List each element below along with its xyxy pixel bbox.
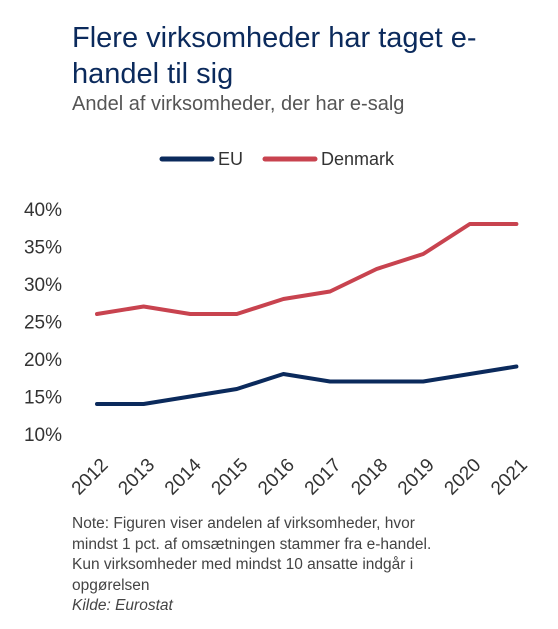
legend-label-denmark: Denmark [321,149,395,169]
y-tick-label: 20% [24,350,62,371]
x-tick-label: 2020 [441,455,486,500]
x-tick-label: 2012 [68,455,113,500]
x-tick-label: 2014 [161,454,206,499]
source-label: Kilde: Eurostat [72,597,173,614]
x-tick-label: 2015 [208,455,253,500]
y-tick-label: 25% [24,313,62,334]
note-line: opgørelsen [72,576,150,594]
x-tick-label: 2017 [301,455,346,500]
note-line: Note: Figuren viser andelen af virksomhe… [72,515,415,532]
series-line-eu [95,364,519,406]
note-line: Kun virksomheder med mindst 10 ansatte i… [72,556,414,573]
y-axis: 10% 15% 20% 25% 30% 35% 40% [24,200,62,446]
series-line-denmark [95,222,519,316]
chart-subtitle: Andel af virksomheder, der har e-salg [72,93,405,115]
y-tick-label: 35% [24,238,62,259]
x-tick-label: 2016 [254,455,299,500]
legend: EU Denmark [159,149,395,169]
x-tick-label: 2018 [347,455,392,500]
legend-label-eu: EU [218,149,243,169]
chart-note: Note: Figuren viser andelen af virksomhe… [72,514,542,617]
series-lines [95,222,519,406]
x-tick-label: 2013 [114,455,159,500]
y-tick-label: 15% [24,388,62,409]
y-tick-label: 10% [24,425,62,446]
x-axis: 2012 2013 2014 2015 2016 2017 2018 2019 2020 2021 [68,454,532,499]
note-line: mindst 1 pct. af omsætningen stammer fra… [72,535,432,553]
chart-title: Flere virksomheder har taget e-handel ti… [72,22,477,90]
y-tick-label: 30% [24,275,62,296]
x-tick-label: 2021 [487,455,532,500]
y-tick-label: 40% [24,200,62,221]
x-tick-label: 2019 [394,455,439,500]
line-chart: EU Denmark 10% 15% 20% 25% 30% 35% 40% 2012 2013… [24,149,532,499]
